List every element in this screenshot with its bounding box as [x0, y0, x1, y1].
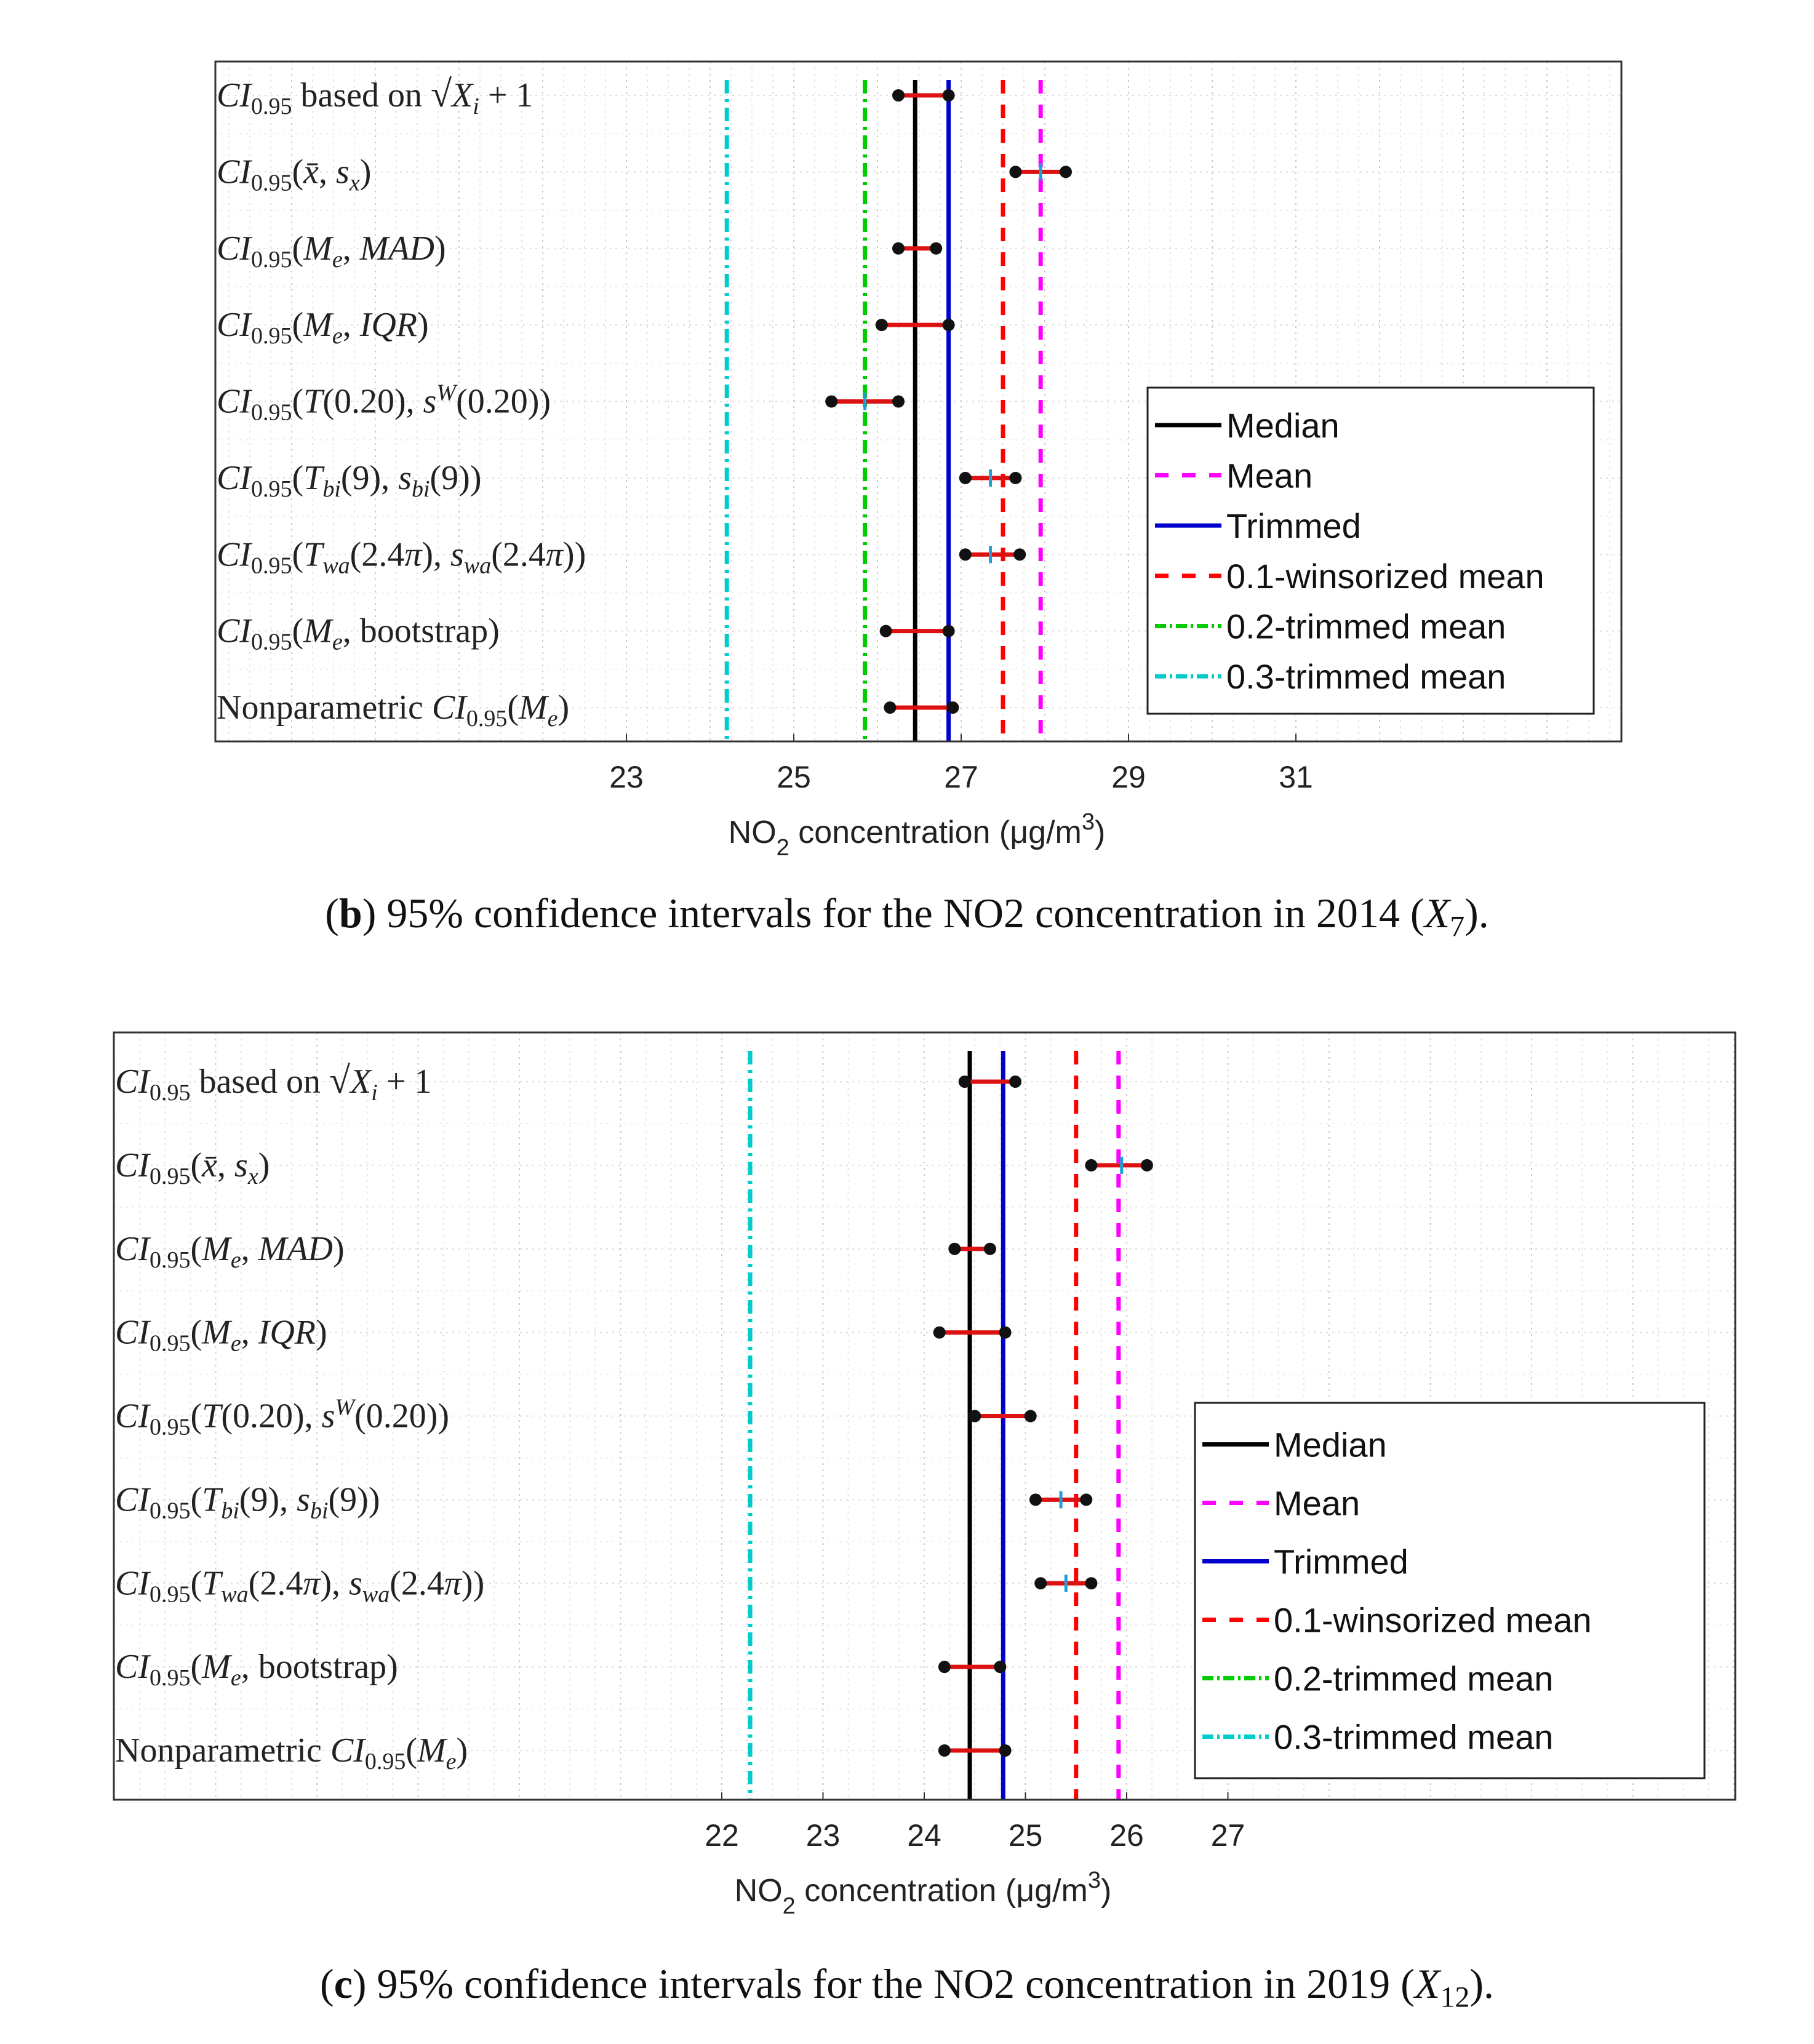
legend-label: Median [1274, 1426, 1387, 1464]
x-tick-label: 24 [907, 1818, 941, 1853]
y-tick-label: Nonparametric CI0.95(Me) [115, 1731, 468, 1775]
ci-low-endpoint [825, 395, 838, 408]
ci-high-endpoint [999, 1326, 1012, 1339]
ci-low-endpoint [959, 548, 972, 561]
legend-label: 0.1-winsorized mean [1226, 557, 1544, 596]
y-tick-label: CI0.95(Me, IQR) [217, 306, 429, 349]
ci-high-endpoint [1085, 1577, 1098, 1590]
x-tick-label: 22 [705, 1818, 739, 1853]
x-tick-label: 27 [944, 760, 978, 794]
x-tick-label: 23 [609, 760, 644, 794]
ci-low-endpoint [1085, 1159, 1098, 1172]
y-tick-label: CI0.95(T(0.20), sW(0.20)) [217, 380, 551, 426]
ci-high-endpoint [942, 625, 955, 637]
ci-low-endpoint [892, 242, 905, 255]
y-tick-label: CI0.95 based on √Xi + 1 [115, 1060, 431, 1106]
ci-high-endpoint [946, 701, 959, 714]
ci-low-endpoint [875, 319, 888, 332]
legend-label: 0.3-trimmed mean [1274, 1718, 1553, 1757]
y-tick-label: CI0.95 based on √Xi + 1 [217, 73, 533, 119]
x-tick-label: 23 [806, 1818, 841, 1853]
ci-low-endpoint [892, 89, 905, 102]
ci-high-endpoint [983, 1242, 996, 1255]
y-tick-label: CI0.95(x̄, sx) [217, 153, 371, 196]
legend-label: Median [1226, 406, 1340, 445]
ci-low-endpoint [879, 625, 892, 637]
ci-high-endpoint [994, 1661, 1007, 1674]
legend-label: Trimmed [1274, 1543, 1408, 1581]
caption-c: (c) 95% confidence intervals for the NO2… [320, 1960, 1494, 2014]
legend-box [1146, 386, 1595, 715]
caption-b: (b) 95% confidence intervals for the NO2… [325, 890, 1489, 943]
ci-high-endpoint [999, 1744, 1012, 1757]
x-axis-label: NO2 concentration (μg/m3) [735, 1867, 1112, 1919]
y-tick-label: CI0.95(Me, MAD) [217, 230, 446, 273]
x-tick-label: 27 [1211, 1818, 1245, 1853]
x-tick-label: 31 [1279, 760, 1313, 794]
x-tick-label: 25 [1009, 1818, 1043, 1853]
ci-high-endpoint [1080, 1493, 1093, 1506]
y-tick-label: CI0.95(x̄, sx) [115, 1146, 270, 1189]
legend: Median Mean Trimmed 0.1-winsorized mean 0.2-… [1194, 1402, 1706, 1779]
legend-label: 0.2-trimmed mean [1274, 1659, 1553, 1698]
legend-label: Mean [1274, 1484, 1360, 1523]
ci-low-endpoint [938, 1744, 951, 1757]
ci-low-endpoint [884, 701, 897, 714]
y-tick-label: CI0.95(Tbi(9), sbi(9)) [217, 459, 481, 502]
y-tick-label: CI0.95(Me, IQR) [115, 1314, 327, 1357]
x-tick-label: 29 [1111, 760, 1146, 794]
x-tick-label: 25 [777, 760, 811, 794]
ci-high-endpoint [892, 395, 905, 408]
ci-low-endpoint [933, 1326, 946, 1339]
ci-low-endpoint [959, 471, 972, 484]
y-tick-label: Nonparametric CI0.95(Me) [217, 689, 569, 732]
legend-label: 0.1-winsorized mean [1274, 1601, 1592, 1640]
legend-label: Mean [1226, 457, 1313, 495]
y-tick-label: CI0.95(Me, bootstrap) [217, 612, 500, 655]
x-tick-label: 26 [1109, 1818, 1144, 1853]
y-tick-label: CI0.95(Me, bootstrap) [115, 1648, 398, 1691]
ci-high-endpoint [1013, 548, 1026, 561]
ci-high-endpoint [1024, 1410, 1037, 1423]
y-tick-label: CI0.95(T(0.20), sW(0.20)) [115, 1395, 449, 1440]
legend-box [1194, 1402, 1706, 1779]
reference-lines [724, 80, 1043, 741]
legend-label: 0.2-trimmed mean [1226, 607, 1506, 646]
chart-2014: CI0.95 based on √Xi + 1 CI0.95(x̄, sx) CI0… [214, 60, 1623, 861]
ci-low-endpoint [948, 1242, 961, 1255]
y-tick-label: CI0.95(Tbi(9), sbi(9)) [115, 1480, 380, 1523]
legend: Median Mean Trimmed 0.1-winsorized mean 0.2-… [1146, 386, 1595, 715]
ci-low-endpoint [958, 1076, 971, 1088]
intervals [825, 89, 1072, 714]
ci-high-endpoint [930, 242, 943, 255]
legend-label: 0.3-trimmed mean [1226, 657, 1506, 696]
ci-low-endpoint [1009, 166, 1022, 178]
ci-low-endpoint [969, 1410, 981, 1423]
axes-box [214, 60, 1623, 743]
legend-label: Trimmed [1226, 506, 1361, 545]
x-axis-label: NO2 concentration (μg/m3) [729, 809, 1106, 861]
chart-2019: CI0.95 based on √Xi + 1 CI0.95(x̄, sx) CI0… [113, 1031, 1736, 1919]
ci-high-endpoint [942, 89, 955, 102]
reference-lines [748, 1051, 1121, 1800]
ci-low-endpoint [1034, 1577, 1047, 1590]
y-tick-label: CI0.95(Me, MAD) [115, 1230, 345, 1273]
ci-high-endpoint [942, 319, 955, 332]
y-tick-label: CI0.95(Twa(2.4π), swa(2.4π)) [115, 1564, 484, 1607]
ci-high-endpoint [1140, 1159, 1153, 1172]
ci-high-endpoint [1009, 471, 1022, 484]
ci-high-endpoint [1009, 1076, 1022, 1088]
ci-high-endpoint [1060, 166, 1072, 178]
intervals [933, 1076, 1153, 1757]
y-tick-label: CI0.95(Twa(2.4π), swa(2.4π)) [217, 535, 586, 578]
ci-low-endpoint [938, 1661, 951, 1674]
ci-low-endpoint [1029, 1493, 1042, 1506]
